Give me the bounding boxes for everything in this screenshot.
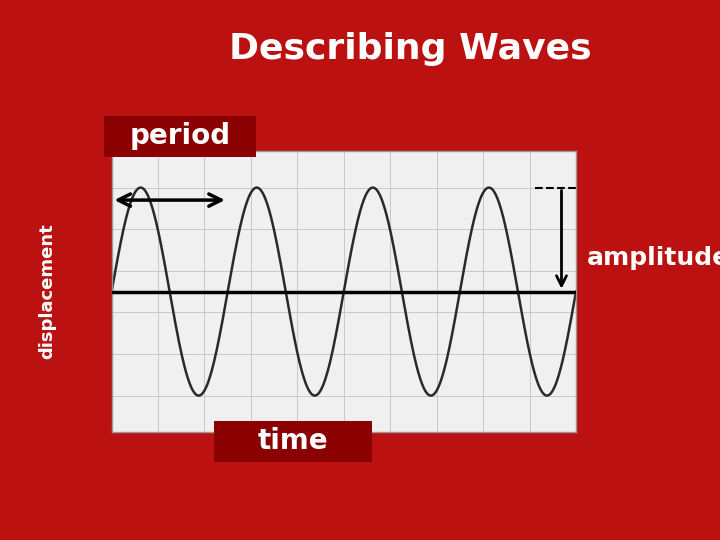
Text: amplitude: amplitude: [587, 246, 720, 270]
Text: Describing Waves: Describing Waves: [229, 32, 592, 65]
Text: period: period: [130, 123, 230, 150]
Text: time: time: [258, 428, 328, 455]
Text: displacement: displacement: [37, 224, 56, 360]
